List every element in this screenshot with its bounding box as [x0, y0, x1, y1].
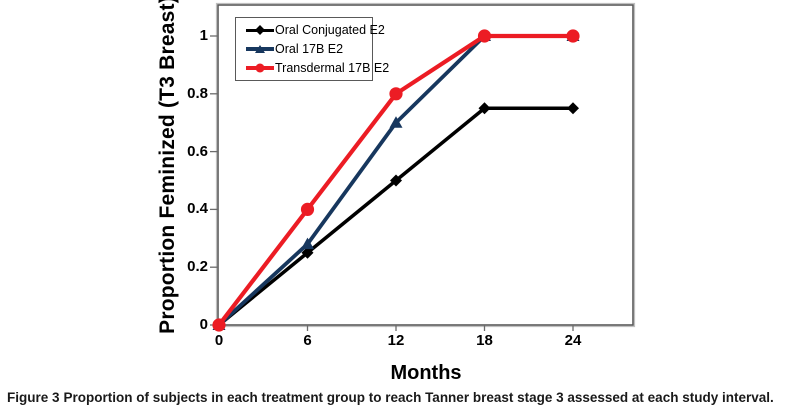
circle-marker-icon — [212, 318, 226, 332]
legend-label: Oral Conjugated E2 — [275, 23, 385, 38]
circle-marker-icon — [255, 63, 265, 73]
x-tick-label: 0 — [214, 332, 224, 349]
triangle-marker-icon — [255, 44, 265, 53]
legend-item-oral-17b-e2: Oral 17B E2 — [246, 40, 372, 58]
circle-marker-icon — [389, 87, 403, 101]
y-tick-label: 0.8 — [187, 84, 208, 102]
circle-marker-icon — [566, 29, 580, 43]
diamond-marker-icon — [301, 246, 314, 259]
y-tick-label: 1 — [199, 27, 208, 44]
legend-label: Transdermal 17B E2 — [275, 60, 390, 75]
legend-swatch — [246, 61, 274, 74]
y-tick-label: 0 — [199, 316, 208, 333]
chart-legend: Oral Conjugated E2 Oral 17B E2 Transderm… — [235, 17, 389, 81]
circle-marker-icon — [477, 29, 492, 43]
legend-swatch — [246, 24, 274, 37]
x-tick-label: 18 — [476, 332, 493, 349]
legend-label: Oral 17B E2 — [275, 41, 344, 56]
y-tick-label: 0.2 — [187, 258, 208, 276]
x-tick-label: 6 — [303, 332, 312, 349]
diamond-marker-icon — [390, 174, 402, 187]
legend-item-transdermal-17b-e2: Transdermal 17B E2 — [246, 59, 389, 77]
figure-caption: Figure 3 Proportion of subjects in each t… — [7, 390, 792, 405]
x-tick-label: 12 — [387, 332, 405, 349]
x-axis-title: Months — [390, 362, 462, 384]
circle-marker-icon — [300, 202, 315, 216]
diamond-marker-icon — [255, 25, 265, 36]
plot-border-shadow — [215, 2, 636, 328]
y-axis-title: Proportion Feminized (T3 Breast) — [156, 0, 179, 334]
legend-swatch — [246, 42, 274, 55]
y-tick-label: 0.6 — [187, 142, 208, 160]
diamond-marker-icon — [478, 102, 491, 115]
y-tick-label: 0.4 — [187, 200, 208, 218]
x-tick-label: 24 — [564, 332, 582, 349]
legend-item-oral-conjugated-e2: Oral Conjugated E2 — [246, 21, 385, 39]
triangle-marker-icon — [301, 237, 314, 250]
figure-number: Figure 3 — [7, 390, 60, 405]
triangle-marker-icon — [389, 116, 403, 128]
diamond-marker-icon — [567, 102, 579, 115]
figure-caption-text: Proportion of subjects in each treatment… — [63, 390, 774, 405]
